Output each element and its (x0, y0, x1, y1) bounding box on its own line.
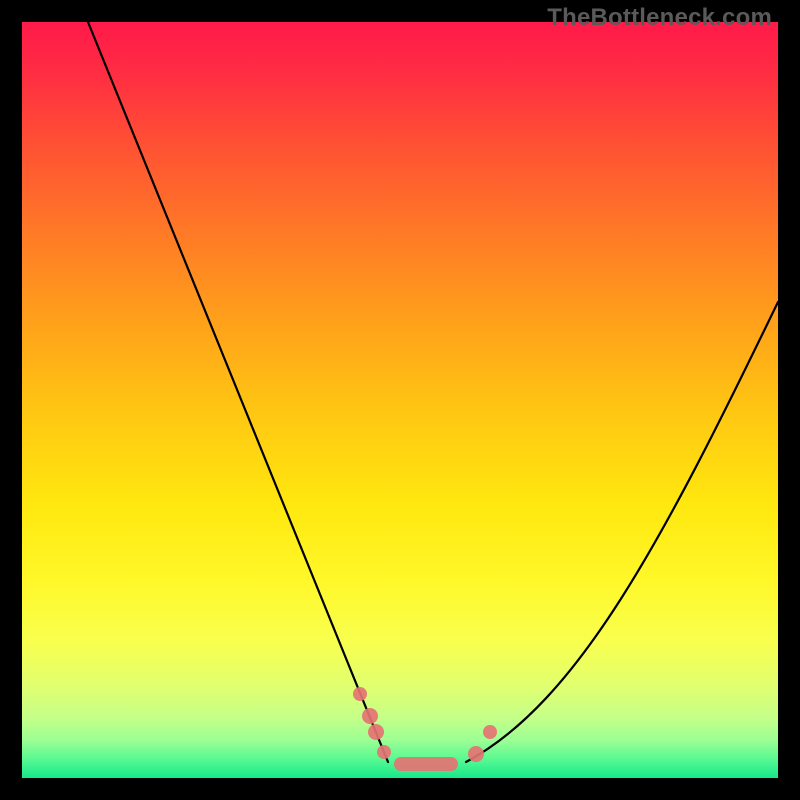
data-point (468, 746, 484, 762)
valley-flat-segment (394, 757, 458, 771)
data-point (368, 724, 384, 740)
data-point (362, 708, 378, 724)
watermark-text: TheBottleneck.com (547, 4, 772, 32)
right-curve (466, 302, 778, 762)
data-point (377, 745, 391, 759)
chart-svg (22, 22, 778, 778)
left-curve (88, 22, 388, 762)
data-point (353, 687, 367, 701)
plot-area (22, 22, 778, 778)
data-point (483, 725, 497, 739)
